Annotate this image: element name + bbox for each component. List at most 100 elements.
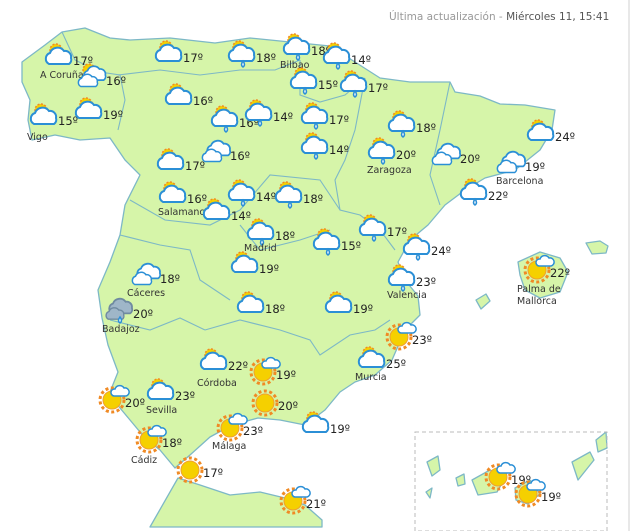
temperature: 24º [555,130,576,144]
weather-marker[interactable]: 18º Cáceres [127,262,180,299]
weather-marker[interactable]: 17º [339,70,388,98]
temperature: 18º [162,436,183,450]
weather-marker[interactable]: 16º [210,105,259,133]
temperature: 18º [265,302,286,316]
weather-marker[interactable]: 14º [202,198,251,223]
weather-marker[interactable]: 23º Málaga [212,412,263,452]
canary-6 [595,431,608,453]
weather-marker[interactable]: 17º A Coruña [40,43,93,81]
clouds-icon [496,150,527,174]
weather-marker[interactable]: 20º [431,142,480,166]
weather-marker[interactable]: 19º [484,461,531,491]
sun-cloud-rain-icon [339,70,368,98]
weather-marker[interactable]: 14º [322,42,371,70]
weather-marker[interactable]: 24º [402,233,451,261]
weather-marker[interactable]: 15º Vigo [27,103,78,143]
weather-marker[interactable]: 23º [385,321,432,351]
sun-cloud-icon [156,148,185,170]
weather-marker[interactable]: 14º [227,179,276,207]
temperature: 23º [412,333,433,347]
weather-marker[interactable]: 18º Madrid [244,218,295,254]
dark-cloud-rain-icon [105,297,134,324]
temperature: 18º [256,51,277,65]
weather-marker[interactable]: 18º [387,110,436,138]
temperature: 22º [488,189,509,203]
last-update-label: Última actualización - [389,11,507,23]
weather-marker[interactable]: 18º [236,291,285,316]
weather-marker[interactable]: 19º [301,411,350,436]
weather-marker[interactable]: 16º [164,83,213,108]
sun-cloud-icon [146,378,175,400]
weather-marker[interactable]: 15º [289,67,338,95]
temperature: 15º [341,239,362,253]
weather-marker[interactable]: 22º [459,178,508,206]
sun-cloud-rain-icon [227,40,256,68]
sun-cloud-rain-icon [274,181,303,209]
temperature: 14º [256,190,277,204]
weather-marker[interactable]: 14º [300,132,349,160]
weather-marker[interactable]: 17º [358,214,407,242]
weather-marker[interactable]: 23º Valencia [387,264,436,301]
sun-small-cloud-icon [514,478,546,508]
temperature: 19º [259,262,280,276]
weather-marker[interactable]: 19º [249,356,296,386]
temperature: 14º [231,209,252,223]
weather-marker[interactable]: 19º [514,478,561,508]
city-label: Badajoz [102,324,140,335]
sun-small-cloud-icon [385,321,417,351]
weather-marker[interactable]: 17º [154,40,203,65]
weather-marker[interactable]: 17º [300,102,349,130]
sun-cloud-rain-icon [387,264,416,292]
weather-marker[interactable]: 19º [324,291,373,316]
city-label: Madrid [244,243,277,254]
sun-clouds-icon [77,63,107,88]
weather-marker[interactable]: 16º Salamanca [158,181,210,218]
scrollbar-edge [628,0,630,531]
weather-marker[interactable]: 22º Palma de Mallorca [517,254,570,307]
temperature: 22º [228,359,249,373]
weather-marker[interactable]: 18º Cádiz [131,424,182,466]
weather-marker[interactable]: 14º [244,99,293,127]
temperature: 19º [541,490,562,504]
city-label: Cáceres [127,288,166,299]
weather-marker[interactable]: 20º [98,384,145,414]
sun-cloud-rain-icon [358,214,387,242]
sun-cloud-rain-icon [402,233,431,261]
weather-marker[interactable]: 20º Zaragoza [367,137,416,176]
sun-small-cloud-icon [523,254,555,284]
temperature: 19º [511,473,532,487]
temperature: 20º [460,152,481,166]
temperature: 18º [416,121,437,135]
sun-small-cloud-icon [216,412,248,442]
weather-marker[interactable]: 20º Badajoz [102,297,153,335]
weather-marker[interactable]: 21º [279,485,326,515]
canary-inset-frame [414,431,608,531]
sun-cloud-icon [158,181,187,203]
weather-marker[interactable]: 23º Sevilla [146,378,195,416]
weather-marker[interactable]: 17º [176,456,223,484]
weather-marker[interactable]: 18º Bilbao [280,33,331,71]
weather-marker[interactable]: 20º [251,389,298,417]
weather-marker[interactable]: 22º Córdoba [197,348,248,389]
temperature: 16º [106,74,127,88]
weather-marker[interactable]: 24º [526,119,575,144]
city-label: Salamanca [158,207,211,218]
weather-marker[interactable]: 16º [77,63,126,88]
weather-marker[interactable]: 19º [74,97,123,122]
temperature: 16º [187,192,208,206]
sun-cloud-icon [230,251,259,273]
weather-marker[interactable]: 25º Murcia [355,346,406,383]
temperature: 18º [275,229,296,243]
weather-marker[interactable]: 15º [312,228,361,256]
sun-cloud-icon [301,411,330,433]
weather-marker[interactable]: 16º [201,139,250,163]
weather-marker[interactable]: 19º Barcelona [496,150,545,187]
temperature: 18º [160,272,181,286]
temperature: 17º [183,51,204,65]
sun-small-cloud-icon [98,384,130,414]
weather-marker[interactable]: 18º [274,181,323,209]
weather-marker[interactable]: 19º [230,251,279,276]
sun-cloud-icon [236,291,265,313]
weather-marker[interactable]: 18º [227,40,276,68]
weather-marker[interactable]: 17º [156,148,205,173]
